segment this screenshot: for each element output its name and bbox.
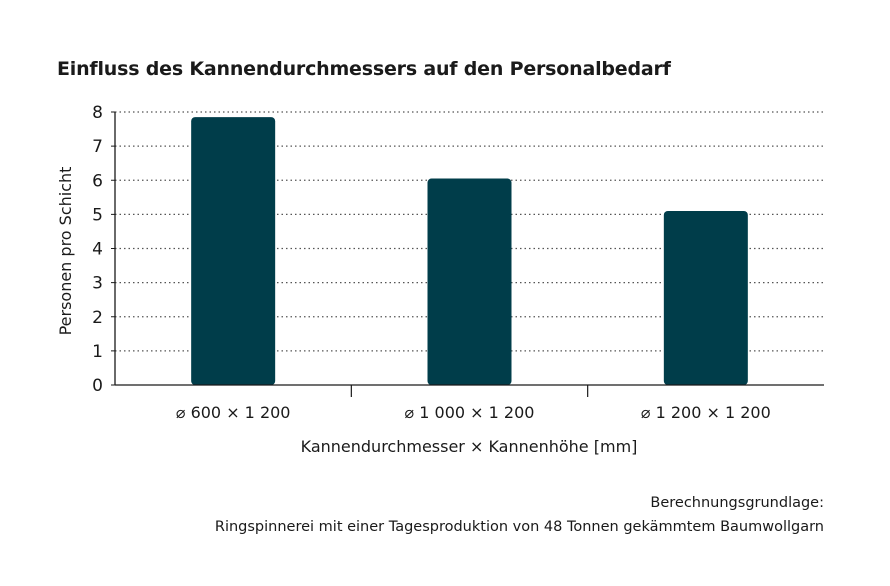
y-tick-label: 5 — [92, 205, 103, 225]
y-tick-label: 1 — [92, 342, 103, 362]
x-tick-label: ⌀ 1 000 × 1 200 — [405, 403, 535, 422]
chart-title: Einfluss des Kannendurchmessers auf den … — [57, 58, 671, 80]
x-axis-label: Kannendurchmesser × Kannenhöhe [mm] — [301, 437, 638, 456]
y-tick-label: 0 — [92, 376, 103, 396]
bars — [191, 117, 748, 386]
footnote-heading: Berechnungsgrundlage: — [650, 495, 824, 511]
axes: 0 1 2 3 4 5 6 7 8 ⌀ 600 × 1 200 ⌀ 1 000 × 1 200 ⌀ 1… — [92, 103, 824, 422]
y-tick-label: 2 — [92, 308, 103, 328]
bar — [191, 117, 276, 386]
x-tick-label: ⌀ 1 200 × 1 200 — [641, 403, 771, 422]
y-axis-label: Personen pro Schicht — [56, 167, 75, 336]
footnote-text: Ringspinnerei mit einer Tagesproduktion … — [214, 519, 824, 535]
y-tick-label: 8 — [92, 103, 103, 123]
y-tick-label: 6 — [92, 171, 103, 191]
y-tick-label: 3 — [92, 274, 103, 294]
bar — [427, 178, 512, 385]
y-tick-label: 4 — [92, 240, 103, 260]
bar — [663, 210, 748, 385]
y-tick-label: 7 — [92, 137, 103, 157]
x-tick-label: ⌀ 600 × 1 200 — [176, 403, 291, 422]
